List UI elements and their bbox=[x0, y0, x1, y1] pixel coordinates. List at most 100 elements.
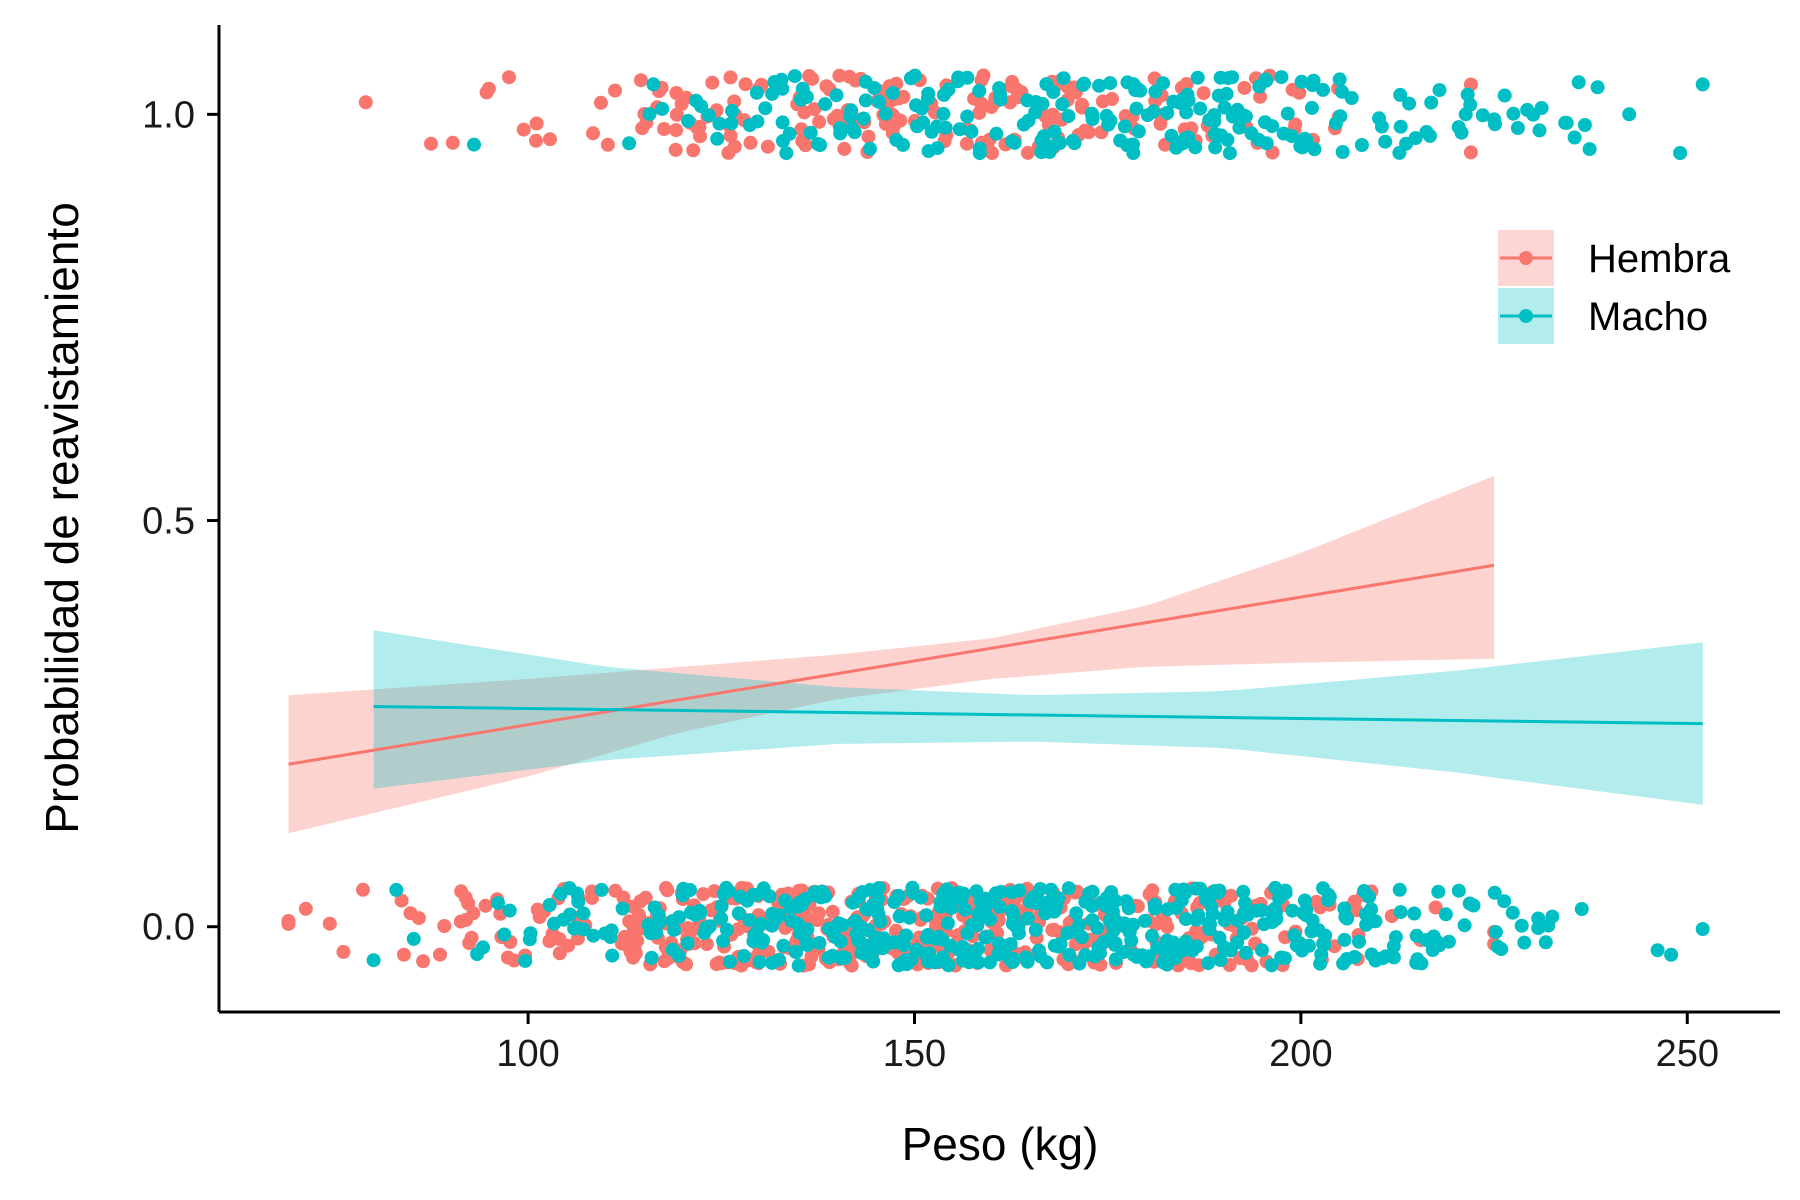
point-macho bbox=[993, 87, 1008, 102]
point-macho bbox=[714, 911, 729, 926]
point-hembra bbox=[593, 95, 608, 110]
point-macho bbox=[722, 954, 737, 969]
point-macho bbox=[1392, 145, 1407, 160]
point-macho bbox=[863, 141, 877, 156]
point-hembra bbox=[356, 882, 370, 897]
point-macho bbox=[740, 893, 755, 908]
point-macho bbox=[1011, 920, 1025, 935]
point-macho bbox=[1055, 97, 1070, 112]
point-macho bbox=[1004, 134, 1019, 149]
point-macho bbox=[1213, 953, 1228, 967]
point-hembra bbox=[396, 947, 411, 962]
point-macho bbox=[994, 884, 1009, 899]
point-macho bbox=[955, 939, 970, 954]
point-macho bbox=[1475, 108, 1490, 123]
point-macho bbox=[1577, 118, 1592, 132]
point-macho bbox=[1174, 893, 1189, 908]
point-hembra bbox=[738, 77, 753, 92]
point-macho bbox=[1392, 882, 1407, 897]
point-macho bbox=[576, 922, 591, 937]
point-macho bbox=[765, 918, 779, 933]
x-tick-label: 100 bbox=[496, 1033, 559, 1075]
point-macho bbox=[1664, 947, 1679, 962]
point-macho bbox=[885, 86, 900, 100]
point-macho bbox=[731, 906, 746, 921]
point-macho bbox=[958, 902, 973, 917]
legend-dot bbox=[1519, 251, 1533, 265]
point-hembra bbox=[532, 910, 547, 924]
point-hembra bbox=[699, 937, 714, 952]
point-macho bbox=[803, 125, 818, 140]
point-macho bbox=[1208, 140, 1223, 155]
point-macho bbox=[646, 77, 661, 92]
point-macho bbox=[1046, 139, 1060, 154]
point-macho bbox=[746, 934, 761, 949]
point-macho bbox=[960, 926, 975, 941]
point-macho bbox=[1277, 951, 1292, 966]
point-macho bbox=[1307, 142, 1322, 157]
point-macho bbox=[1673, 146, 1688, 160]
point-hembra bbox=[727, 139, 742, 154]
point-macho bbox=[1378, 134, 1393, 149]
point-macho bbox=[964, 124, 979, 139]
point-macho bbox=[1034, 133, 1049, 148]
point-macho bbox=[502, 903, 517, 918]
point-macho bbox=[1023, 894, 1037, 909]
point-macho bbox=[1354, 138, 1369, 152]
point-hembra bbox=[696, 887, 711, 902]
point-hembra bbox=[812, 114, 827, 129]
point-macho bbox=[1129, 949, 1144, 964]
point-macho bbox=[800, 937, 815, 952]
point-macho bbox=[576, 906, 591, 921]
legend-dot bbox=[1519, 309, 1533, 323]
x-tick-label: 250 bbox=[1656, 1033, 1719, 1075]
point-hembra bbox=[394, 893, 409, 908]
point-macho bbox=[1126, 146, 1141, 160]
point-macho bbox=[790, 899, 805, 914]
fit-line-macho bbox=[373, 705, 1703, 726]
point-macho bbox=[873, 914, 888, 929]
point-macho bbox=[752, 955, 767, 970]
point-macho bbox=[1336, 956, 1351, 971]
point-macho bbox=[1212, 883, 1227, 898]
point-macho bbox=[1432, 83, 1447, 98]
point-hembra bbox=[1095, 94, 1110, 109]
point-macho bbox=[702, 919, 717, 934]
point-macho bbox=[1650, 943, 1665, 958]
point-macho bbox=[1164, 128, 1179, 143]
point-macho bbox=[989, 126, 1004, 141]
point-macho bbox=[1280, 106, 1295, 121]
point-macho bbox=[858, 93, 873, 108]
point-macho bbox=[856, 111, 871, 126]
point-macho bbox=[1386, 939, 1401, 954]
point-hembra bbox=[959, 136, 974, 151]
point-macho bbox=[1393, 87, 1408, 102]
point-macho bbox=[1148, 897, 1162, 912]
point-macho bbox=[642, 107, 657, 122]
point-hembra bbox=[1020, 145, 1035, 160]
point-hembra bbox=[805, 71, 820, 86]
point-macho bbox=[1251, 132, 1266, 147]
point-macho bbox=[547, 916, 561, 931]
point-macho bbox=[980, 929, 995, 944]
point-macho bbox=[1409, 928, 1424, 943]
point-macho bbox=[683, 905, 698, 920]
point-hembra bbox=[336, 944, 351, 959]
point-hembra bbox=[481, 81, 496, 96]
point-hembra bbox=[623, 944, 638, 959]
point-macho bbox=[1304, 100, 1319, 115]
point-macho bbox=[716, 934, 731, 948]
point-macho bbox=[1028, 95, 1043, 109]
point-macho bbox=[878, 106, 893, 121]
point-macho bbox=[1337, 932, 1352, 947]
y-tick-label: 0.5 bbox=[142, 501, 195, 543]
point-hembra bbox=[1118, 109, 1133, 123]
point-macho bbox=[1538, 935, 1553, 950]
point-macho bbox=[1061, 109, 1076, 124]
point-macho bbox=[920, 91, 935, 106]
point-hembra bbox=[1237, 80, 1252, 95]
point-macho bbox=[681, 113, 695, 128]
point-hembra bbox=[819, 79, 834, 94]
point-macho bbox=[1249, 903, 1264, 918]
point-hembra bbox=[437, 919, 452, 933]
